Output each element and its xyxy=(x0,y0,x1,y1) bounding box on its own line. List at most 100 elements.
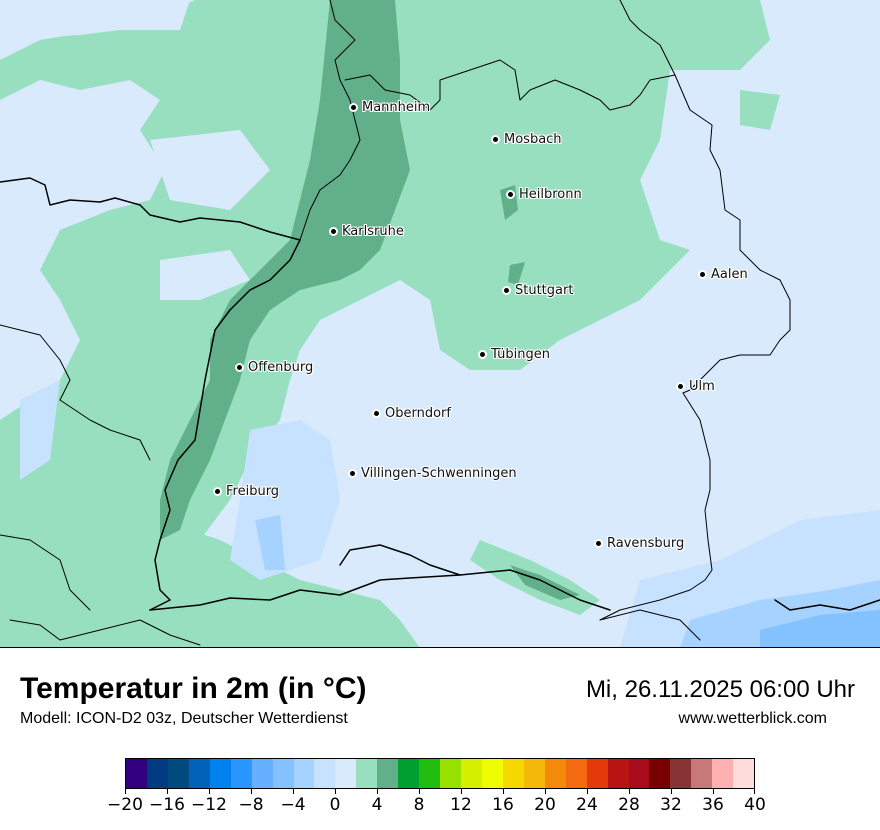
colorbar-segment xyxy=(586,759,608,788)
tick-label: 24 xyxy=(576,795,598,815)
tick-label: −12 xyxy=(191,795,227,815)
city-dot-icon xyxy=(508,192,513,197)
tick-label: 16 xyxy=(492,795,514,815)
temperature-map: Mannheim Mosbach Heilbronn Karlsruhe Aalen St… xyxy=(0,0,880,648)
city-dot-icon xyxy=(480,352,485,357)
tick-mark xyxy=(461,789,462,794)
city-label: Tübingen xyxy=(491,347,550,362)
colorbar-segment xyxy=(461,759,482,788)
tick-mark xyxy=(167,789,168,794)
colorbar-segment xyxy=(398,759,420,788)
colorbar-segment xyxy=(670,759,692,788)
colorbar-segment xyxy=(377,759,399,788)
colorbar-segment xyxy=(691,759,713,788)
city-label: Villingen-Schwenningen xyxy=(361,466,517,481)
tick-mark xyxy=(335,789,336,794)
tick-label: 4 xyxy=(371,795,383,815)
tick-label: −4 xyxy=(280,795,306,815)
temp-zone-minus6-minus4 xyxy=(760,610,880,647)
tick-label: 12 xyxy=(450,795,472,815)
colorbar-segment xyxy=(544,759,566,788)
temp-zone-2-4 xyxy=(250,20,330,70)
city-dot-icon xyxy=(350,471,355,476)
colorbar-segment xyxy=(565,759,587,788)
city-marker: Mosbach xyxy=(493,132,562,147)
tick-label: −16 xyxy=(149,795,185,815)
city-dot-icon xyxy=(493,137,498,142)
map-title: Temperatur in 2m (in °C) xyxy=(20,672,367,705)
city-label: Aalen xyxy=(711,267,748,282)
model-source: Modell: ICON-D2 03z, Deutscher Wetterdie… xyxy=(20,710,348,727)
temp-zone-minus4-minus2 xyxy=(255,515,285,570)
city-marker: Ravensburg xyxy=(596,536,684,551)
colorbar-segment xyxy=(502,759,524,788)
colorbar-segment xyxy=(607,759,629,788)
temp-zone-4-6 xyxy=(508,262,525,285)
tick-label: −20 xyxy=(107,795,143,815)
border-lines xyxy=(0,0,880,646)
tick-mark xyxy=(713,789,714,794)
tick-mark xyxy=(125,789,126,794)
city-label: Freiburg xyxy=(226,484,280,499)
tick-label: 32 xyxy=(660,795,682,815)
tick-mark xyxy=(629,789,630,794)
valid-time: Mi, 26.11.2025 06:00 Uhr xyxy=(585,676,855,703)
colorbar-ticks: −20 −16 −12 −8 −4 0 4 8 12 16 20 24 28 32 36 40 xyxy=(107,789,766,829)
tick-mark xyxy=(251,789,252,794)
colorbar-segment xyxy=(126,759,147,788)
colorbar-segment xyxy=(419,759,441,788)
colorbar-segment xyxy=(230,759,252,788)
temp-zone-minus2-0 xyxy=(20,380,60,480)
tick-label: 28 xyxy=(618,795,640,815)
colorbar-segment xyxy=(272,759,294,788)
city-label: Oberndorf xyxy=(385,406,451,421)
colorbar-segment xyxy=(733,759,755,788)
colorbar-segment xyxy=(188,759,210,788)
colorbar-segment xyxy=(209,759,231,788)
city-marker: Mannheim xyxy=(351,100,430,115)
city-label: Mannheim xyxy=(362,100,431,115)
colorbar-segment xyxy=(314,759,336,788)
colorbar-segment xyxy=(649,759,671,788)
city-marker: Tübingen xyxy=(480,347,550,362)
city-label: Ulm xyxy=(689,379,715,394)
city-marker: Offenburg xyxy=(237,360,313,375)
city-label: Ravensburg xyxy=(607,536,685,551)
city-label: Karlsruhe xyxy=(342,224,404,239)
tick-mark xyxy=(545,789,546,794)
tick-mark xyxy=(293,789,294,794)
temp-zone-4-6 xyxy=(160,0,410,540)
city-marker: Heilbronn xyxy=(508,187,582,202)
map-field xyxy=(0,0,880,647)
tick-label: 20 xyxy=(534,795,556,815)
tick-mark xyxy=(419,789,420,794)
city-dot-icon xyxy=(678,384,683,389)
city-label: Offenburg xyxy=(248,360,314,375)
city-marker: Aalen xyxy=(700,267,748,282)
city-dot-icon xyxy=(374,411,379,416)
website-link[interactable]: www.wetterblick.com xyxy=(678,710,827,727)
city-dot-icon xyxy=(237,365,242,370)
city-marker: Villingen-Schwenningen xyxy=(350,466,517,481)
colorbar xyxy=(125,758,755,789)
city-dot-icon xyxy=(331,229,336,234)
colorbar-segment xyxy=(293,759,315,788)
tick-mark xyxy=(587,789,588,794)
colorbar-segment xyxy=(146,759,168,788)
temp-zone-4-6 xyxy=(500,185,518,220)
city-dot-icon xyxy=(504,288,509,293)
city-label: Heilbronn xyxy=(519,187,582,202)
tick-label: 40 xyxy=(744,795,766,815)
colorbar-segment xyxy=(356,759,378,788)
tick-label: 0 xyxy=(329,795,341,815)
tick-mark xyxy=(377,789,378,794)
city-label: Stuttgart xyxy=(515,283,574,298)
city-marker: Karlsruhe xyxy=(331,224,404,239)
city-dot-icon xyxy=(351,105,356,110)
colorbar-segment xyxy=(523,759,545,788)
colorbar-segment xyxy=(251,759,273,788)
city-dot-icon xyxy=(215,489,220,494)
city-dot-icon xyxy=(700,272,705,277)
colorbar-segment xyxy=(335,759,357,788)
temp-zone-2-4 xyxy=(0,520,420,647)
